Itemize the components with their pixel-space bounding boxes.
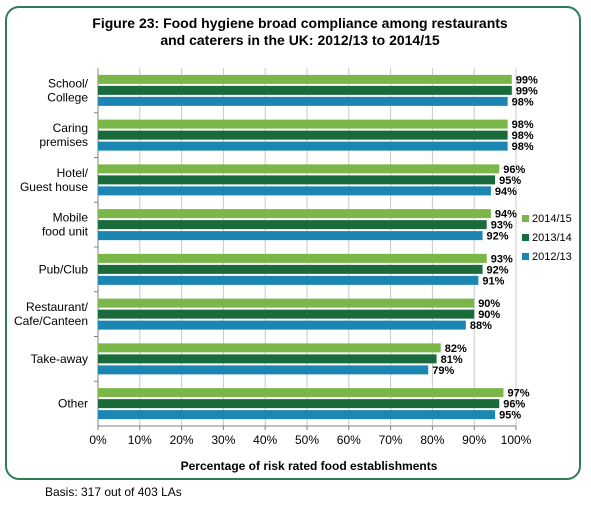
data-label: 98% xyxy=(512,130,534,142)
legend-swatch xyxy=(522,234,529,241)
bar xyxy=(98,253,487,263)
category-label: Hotel/ xyxy=(57,166,89,180)
data-label: 92% xyxy=(487,231,509,243)
bar xyxy=(98,343,441,353)
data-label: 90% xyxy=(478,298,500,310)
data-label: 90% xyxy=(478,309,500,321)
x-tick-label: 90% xyxy=(462,433,486,447)
bar xyxy=(98,119,508,129)
data-label: 93% xyxy=(491,220,513,232)
data-label: 95% xyxy=(499,410,521,422)
data-label: 98% xyxy=(512,119,534,131)
data-label: 92% xyxy=(487,264,509,276)
bar xyxy=(98,96,508,106)
category-label: food unit xyxy=(42,225,89,239)
bar xyxy=(98,209,491,219)
x-tick-label: 30% xyxy=(211,433,235,447)
bar xyxy=(98,309,475,319)
legend-label: 2013/14 xyxy=(532,232,572,244)
x-tick-label: 80% xyxy=(420,433,444,447)
data-label: 97% xyxy=(507,388,529,400)
bar xyxy=(98,220,487,230)
data-label: 99% xyxy=(516,74,538,86)
chart-title-line-1: Figure 23: Food hygiene broad compliance… xyxy=(92,15,508,31)
bar xyxy=(98,410,496,420)
data-label: 82% xyxy=(445,343,467,355)
data-label: 98% xyxy=(512,96,534,108)
x-tick-label: 0% xyxy=(89,433,107,447)
bar xyxy=(98,175,496,185)
x-tick-label: 100% xyxy=(501,433,532,447)
bar xyxy=(98,164,500,174)
bar xyxy=(98,320,466,330)
basis-note: Basis: 317 out of 403 LAs xyxy=(45,485,182,499)
x-tick-label: 20% xyxy=(170,433,194,447)
data-label: 94% xyxy=(495,186,517,198)
category-label: premises xyxy=(39,135,88,149)
legend-label: 2014/15 xyxy=(532,213,572,225)
bar xyxy=(98,85,512,95)
bar xyxy=(98,275,479,285)
bar xyxy=(98,186,491,196)
bar xyxy=(98,365,429,375)
bar xyxy=(98,264,483,274)
category-label: School/ xyxy=(48,76,89,90)
bar xyxy=(98,399,500,409)
data-label: 99% xyxy=(516,85,538,97)
category-label: College xyxy=(47,90,88,104)
category-label: Restaurant/ xyxy=(26,300,89,314)
data-label: 88% xyxy=(470,320,492,332)
data-label: 79% xyxy=(432,365,454,377)
category-label: Mobile xyxy=(53,211,89,225)
legend-label: 2012/13 xyxy=(532,251,572,263)
x-tick-label: 50% xyxy=(295,433,319,447)
data-label: 95% xyxy=(499,175,521,187)
bar xyxy=(98,130,508,140)
category-label: Cafe/Canteen xyxy=(14,314,88,328)
legend-swatch xyxy=(522,215,529,222)
category-label: Caring xyxy=(53,121,88,135)
bar xyxy=(98,74,512,84)
bar xyxy=(98,298,475,308)
x-tick-label: 40% xyxy=(253,433,277,447)
category-label: Other xyxy=(58,397,88,411)
data-label: 98% xyxy=(512,141,534,153)
category-label: Guest house xyxy=(20,180,88,194)
data-label: 96% xyxy=(503,399,525,411)
bar xyxy=(98,231,483,241)
x-tick-label: 10% xyxy=(128,433,152,447)
bar xyxy=(98,141,508,151)
data-label: 81% xyxy=(441,354,463,366)
bar xyxy=(98,388,504,398)
legend-swatch xyxy=(522,253,529,260)
data-label: 94% xyxy=(495,209,517,221)
x-tick-label: 60% xyxy=(337,433,361,447)
x-tick-label: 70% xyxy=(379,433,403,447)
chart-title-line-2: and caterers in the UK: 2012/13 to 2014/… xyxy=(160,32,440,48)
bar xyxy=(98,354,437,364)
chart-frame xyxy=(5,6,581,480)
data-label: 93% xyxy=(491,253,513,265)
category-label: Pub/Club xyxy=(39,262,89,276)
category-label: Take-away xyxy=(31,352,88,366)
x-axis-title: Percentage of risk rated food establishm… xyxy=(181,459,438,473)
data-label: 96% xyxy=(503,164,525,176)
data-label: 91% xyxy=(482,275,504,287)
